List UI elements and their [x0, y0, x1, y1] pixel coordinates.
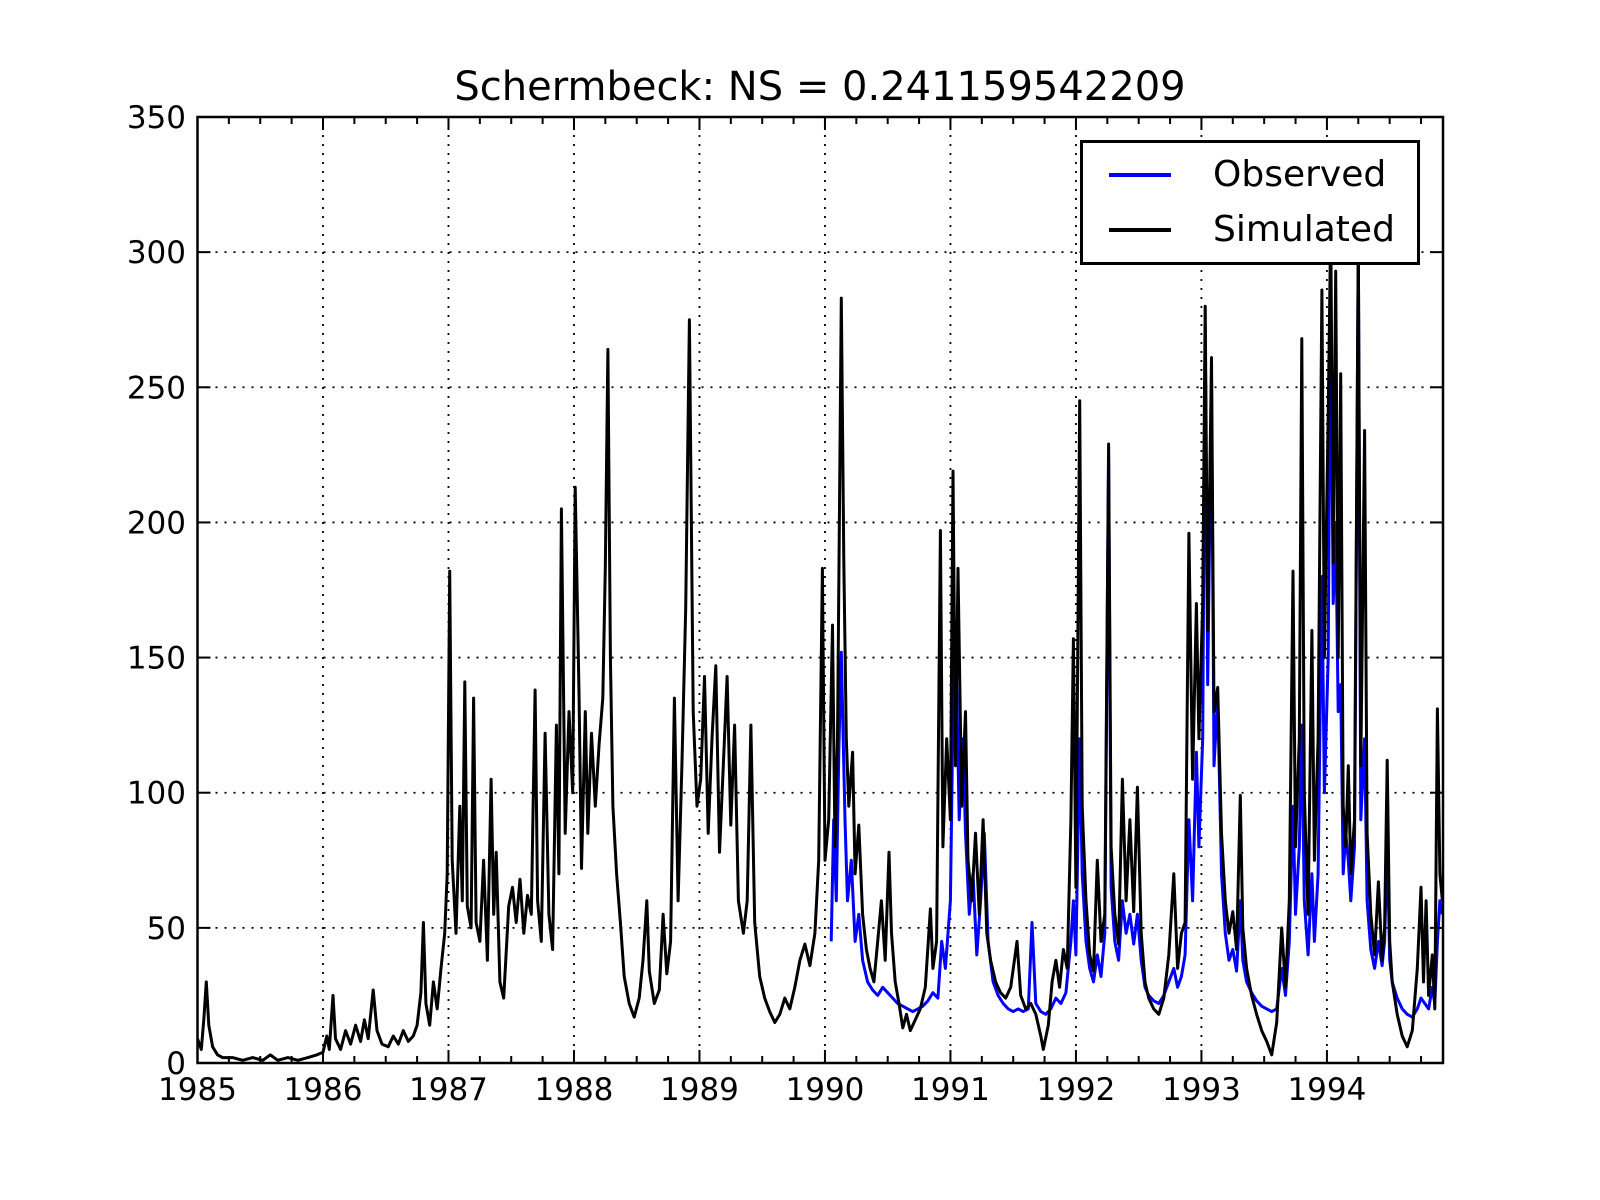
simulated-line-sample	[1109, 228, 1171, 233]
legend-item-observed: Observed	[1083, 155, 1417, 195]
y-tick-label: 250	[127, 370, 186, 406]
x-tick-label: 1990	[786, 1072, 865, 1108]
legend-item-simulated: Simulated	[1083, 210, 1417, 250]
y-tick-label: 300	[127, 235, 186, 271]
legend-label-observed: Observed	[1213, 153, 1387, 195]
legend-label-simulated: Simulated	[1213, 209, 1395, 251]
tick-labels: 1985 1986 1987 1988 1989 1990 1991 1992 1993 1994…	[127, 100, 1367, 1108]
x-tick-label: 1987	[409, 1072, 488, 1108]
x-tick-label: 1988	[535, 1072, 614, 1108]
y-tick-label: 100	[127, 776, 186, 812]
chart-title: Schermbeck: NS = 0.241159542209	[454, 64, 1186, 110]
y-tick-label: 200	[127, 505, 186, 541]
x-tick-label: 1986	[284, 1072, 363, 1108]
plot-border	[196, 115, 1445, 1065]
simulated-line	[196, 223, 1444, 1062]
x-tick-label: 1994	[1287, 1072, 1366, 1108]
y-tick-label: 150	[127, 641, 186, 677]
y-tick-label: 350	[127, 100, 186, 136]
y-tick-label: 50	[147, 911, 186, 947]
x-tick-label: 1989	[660, 1072, 739, 1108]
y-tick-label: 0	[166, 1046, 186, 1082]
x-tick-label: 1992	[1036, 1072, 1115, 1108]
x-tick-label: 1985	[158, 1072, 237, 1108]
x-tick-label: 1991	[911, 1072, 990, 1108]
observed-line	[829, 242, 1444, 1019]
axis-ticks	[196, 116, 1443, 1064]
observed-line-sample	[1109, 172, 1171, 177]
legend: Observed Simulated	[1080, 140, 1420, 265]
x-tick-label: 1993	[1162, 1072, 1241, 1108]
